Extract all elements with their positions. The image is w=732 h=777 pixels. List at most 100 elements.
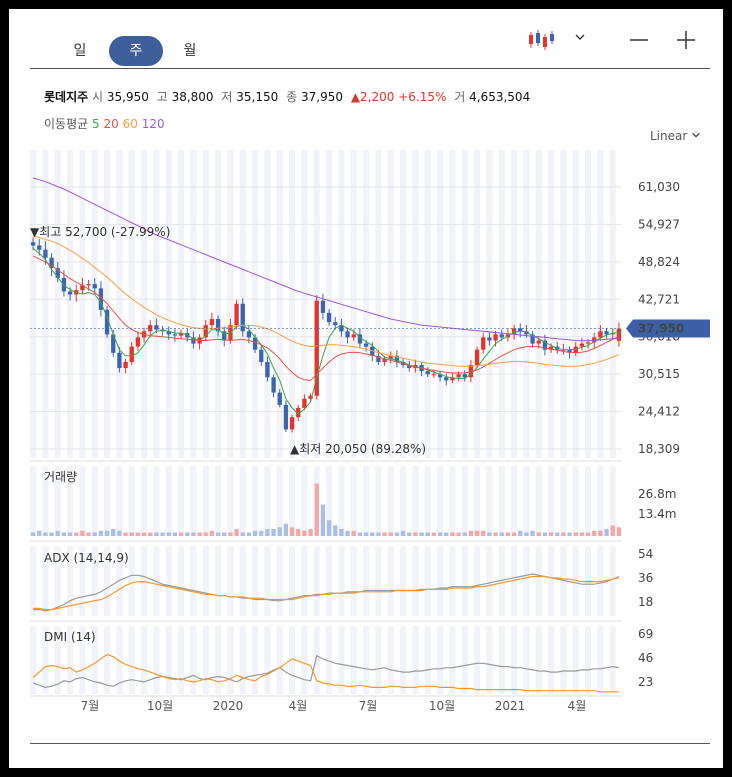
candle xyxy=(154,325,159,330)
grid-stripe xyxy=(387,626,394,694)
candle xyxy=(252,337,258,350)
volume-bar xyxy=(499,532,504,536)
grid-stripe xyxy=(313,546,320,616)
volume-bar xyxy=(154,532,159,536)
grid-stripe xyxy=(42,466,49,536)
grid-stripe xyxy=(67,626,74,694)
grid-stripe xyxy=(511,150,518,458)
pane-title: DMI (14) xyxy=(44,630,96,644)
volume-bar xyxy=(209,530,215,536)
grid-stripe xyxy=(202,466,209,536)
candlestick-icon[interactable] xyxy=(527,28,555,52)
volume-bar xyxy=(561,532,566,536)
grid-stripe xyxy=(178,626,185,694)
volume-bar xyxy=(518,530,523,536)
candle xyxy=(320,300,326,313)
grid-stripe xyxy=(128,626,135,694)
volume-bar xyxy=(437,532,443,536)
candle xyxy=(585,342,591,344)
grid-stripe xyxy=(128,546,135,616)
grid-stripe xyxy=(264,466,271,536)
candle xyxy=(222,331,227,341)
volume-bar xyxy=(277,527,282,536)
volume-bar xyxy=(265,529,270,536)
x-tick-label: 4월 xyxy=(289,699,308,713)
grid-stripe xyxy=(350,546,357,616)
candle xyxy=(616,328,622,341)
chevron-down-icon[interactable] xyxy=(574,31,586,43)
grid-stripe xyxy=(91,466,98,536)
candle xyxy=(265,361,270,378)
grid-stripe xyxy=(165,466,172,536)
volume-bar xyxy=(296,529,301,536)
grid-stripe xyxy=(54,466,61,536)
candle xyxy=(55,268,60,278)
grid-stripe xyxy=(548,626,555,694)
zoom-in-button[interactable] xyxy=(674,28,698,52)
indicator-tick-label: 18 xyxy=(638,595,653,609)
grid-stripe xyxy=(474,546,481,616)
grid-stripe xyxy=(239,626,246,694)
grid-stripe xyxy=(79,466,86,536)
grid-stripe xyxy=(375,466,382,536)
grid-stripe xyxy=(548,466,555,536)
grid-stripe xyxy=(276,150,283,458)
ma60-legend: 60 xyxy=(122,117,138,131)
candle xyxy=(524,331,529,335)
grid-stripe xyxy=(523,150,530,458)
tab-week[interactable]: 주 xyxy=(109,36,163,66)
grid-stripe xyxy=(486,150,493,458)
zoom-out-button[interactable] xyxy=(627,28,651,52)
grid-stripe xyxy=(79,626,86,694)
grid-stripe xyxy=(437,466,444,536)
grid-stripe xyxy=(535,150,542,458)
candle xyxy=(493,334,498,341)
volume-bar xyxy=(98,530,104,536)
volume-bar xyxy=(111,529,116,536)
candle xyxy=(573,346,578,353)
volume-bar xyxy=(148,532,153,536)
tab-month[interactable]: 월 xyxy=(183,43,197,59)
grid-stripe xyxy=(400,546,407,616)
indicator-line xyxy=(33,575,620,611)
volume-bar xyxy=(141,532,147,536)
volume-bar xyxy=(468,530,474,536)
grid-stripe xyxy=(301,466,308,536)
current-price-tag xyxy=(626,319,710,338)
divider xyxy=(30,743,710,744)
x-tick-label: 7월 xyxy=(359,699,378,713)
grid-stripe xyxy=(301,546,308,616)
grid-stripe xyxy=(437,546,444,616)
volume-bar xyxy=(74,532,79,536)
grid-stripe xyxy=(511,466,518,536)
grid-stripe xyxy=(116,626,123,694)
candle xyxy=(542,340,548,350)
grid-stripe xyxy=(67,150,74,458)
volume-bar xyxy=(530,530,535,536)
candle xyxy=(240,303,245,332)
candle xyxy=(209,319,215,326)
price-tick-label: 61,030 xyxy=(638,180,680,194)
grid-stripe xyxy=(313,626,320,694)
grid-stripe xyxy=(535,466,542,536)
grid-stripe xyxy=(585,150,592,458)
open-label: 시 xyxy=(92,90,104,104)
candle xyxy=(308,395,313,399)
candle xyxy=(339,325,344,332)
grid-stripe xyxy=(560,466,567,536)
grid-stripe xyxy=(30,546,37,616)
grid-stripe xyxy=(449,150,456,458)
volume-bar xyxy=(246,532,252,536)
x-tick-label: 2020 xyxy=(213,699,244,713)
volume-bar xyxy=(357,532,363,536)
grid-stripe xyxy=(461,546,468,616)
grid-stripe xyxy=(264,546,271,616)
candle xyxy=(234,303,239,326)
candle xyxy=(314,300,319,396)
grid-stripe xyxy=(585,626,592,694)
scale-select[interactable]: Linear xyxy=(650,129,701,143)
high-annotation: ▼최고 52,700 (-27.99%) xyxy=(30,225,170,239)
grid-stripe xyxy=(141,466,148,536)
tab-day[interactable]: 일 xyxy=(73,43,87,59)
grid-stripe xyxy=(486,626,493,694)
